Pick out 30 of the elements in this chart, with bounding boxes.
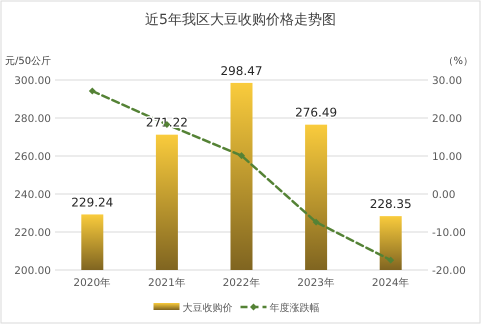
data-label: 229.24 [71, 195, 114, 210]
y2-tick-label: 10.00 [432, 151, 462, 163]
legend-label: 大豆收购价 [182, 302, 232, 314]
point [312, 218, 320, 226]
chart-title: 近5年我区大豆收购价格走势图 [145, 12, 336, 28]
y2-tick-label: -10.00 [432, 227, 466, 239]
y2-tick-label: 20.00 [432, 113, 462, 125]
y2-axis-title: （%） [443, 56, 473, 67]
x-tick-label: 2024年 [372, 277, 410, 289]
x-tick-label: 2020年 [73, 277, 112, 289]
y2-tick-label: 30.00 [432, 75, 462, 87]
y-tick-label: 200.00 [14, 265, 51, 277]
y-tick-label: 280.00 [14, 113, 51, 125]
data-label: 228.35 [370, 197, 412, 212]
y-tick-label: 240.00 [14, 189, 51, 201]
x-tick-label: 2023年 [297, 277, 335, 289]
data-label: 298.47 [220, 64, 262, 78]
y2-tick-label: -20.00 [432, 265, 466, 277]
y2-tick-label: 0.00 [432, 189, 456, 201]
x-tick-label: 2021年 [148, 277, 186, 289]
y-axis-title: 元/50公斤 [5, 55, 52, 67]
point [238, 152, 245, 160]
point [387, 256, 394, 264]
data-label: 276.49 [295, 106, 338, 120]
y-tick-label: 260.00 [14, 151, 51, 163]
y-tick-label: 300.00 [14, 75, 51, 87]
y-tick-label: 220.00 [14, 227, 51, 239]
point [88, 88, 96, 95]
x-tick-label: 2022年 [222, 277, 260, 289]
legend-label: 年度涨跌幅 [270, 302, 320, 314]
